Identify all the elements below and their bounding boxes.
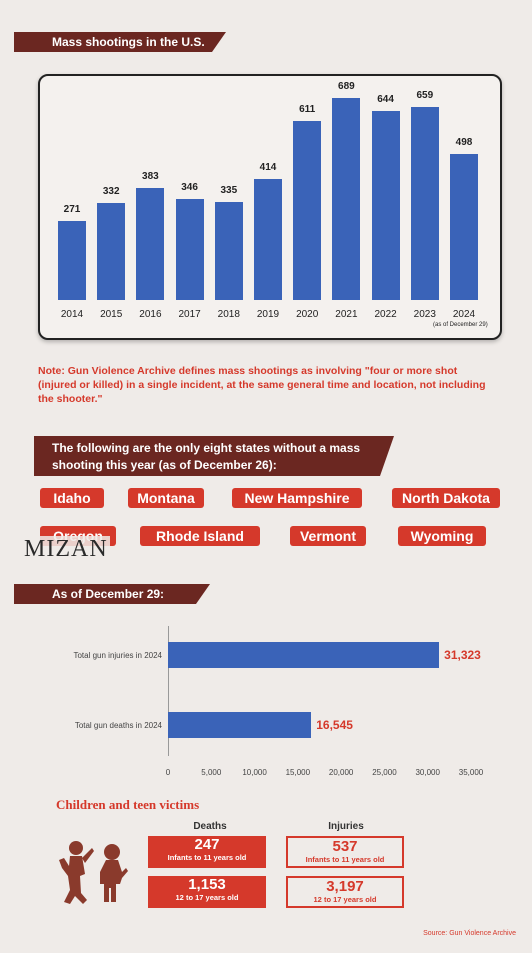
deaths-teens-value: 1,153 (188, 876, 226, 893)
bar-2019 (254, 178, 282, 300)
bar-value-2024: 498 (455, 137, 473, 149)
deaths-teens-label: 12 to 17 years old (175, 893, 239, 902)
deaths-teens-box: 1,153 12 to 17 years old (148, 876, 266, 908)
injuries-label: Total gun injuries in 2024 (73, 651, 162, 660)
injuries-infants-value: 537 (332, 838, 358, 855)
state-pill-idaho: Idaho (40, 488, 104, 508)
state-pill-new-hampshire: New Hampshire (232, 488, 362, 508)
state-pill-wyoming: Wyoming (398, 526, 486, 546)
injuries-infants-label: Infants to 11 years old (305, 855, 385, 864)
states-banner: The following are the only eight states … (34, 436, 394, 476)
injuries-teens-box: 3,197 12 to 17 years old (286, 876, 404, 908)
bar-category-2014: 2014 (60, 309, 84, 320)
bar-2024 (450, 154, 478, 300)
mass-shootings-chart: 271 2014 332 2015 383 2016 346 2017 335 2018 414 20… (38, 74, 502, 340)
bar-category-2019: 2019 (256, 309, 280, 320)
state-pill-north-dakota: North Dakota (392, 488, 500, 508)
injuries-teens-value: 3,197 (326, 878, 364, 895)
bar-category-2024: 2024 (452, 309, 476, 320)
injuries-value: 31,323 (444, 648, 481, 662)
bar-value-2015: 332 (102, 185, 120, 197)
bar-category-2017: 2017 (178, 309, 201, 320)
bar-value-2018: 335 (220, 184, 238, 196)
deaths-infants-box: 247 Infants to 11 years old (148, 836, 266, 868)
deaths-bar (168, 712, 312, 738)
bar-2023 (410, 107, 439, 300)
bar-category-2023: 2023 (413, 309, 436, 320)
injuries-teens-label: 12 to 17 years old (313, 895, 377, 904)
children-silhouette-icon (59, 841, 128, 904)
bar-value-2016: 383 (142, 170, 159, 182)
state-pill-montana: Montana (128, 488, 204, 508)
bar-category-2018: 2018 (217, 309, 240, 320)
bar-value-2021: 689 (338, 81, 355, 93)
bar-value-2014: 271 (63, 203, 81, 215)
x-tick-label: 15,000 (285, 768, 311, 777)
definition-note: Note: Gun Violence Archive defines mass … (38, 365, 486, 405)
x-tick-label: 5,000 (201, 768, 222, 777)
bar-2017 (175, 198, 204, 300)
deaths-value: 16,545 (316, 718, 353, 732)
injuries-column-header: Injuries (328, 821, 364, 832)
as-of-banner: As of December 29: (14, 584, 210, 604)
x-tick-label: 0 (165, 768, 171, 777)
deaths-infants-label: Infants to 11 years old (167, 853, 247, 862)
injuries-infants-box: 537 Infants to 11 years old (286, 836, 404, 868)
bar-2016 (136, 187, 165, 300)
x-tick-label: 30,000 (415, 768, 440, 777)
deaths-column-header: Deaths (193, 821, 227, 832)
bar-category-2016: 2016 (139, 309, 162, 320)
bar-value-2017: 346 (181, 181, 198, 193)
children-section-title: Children and teen victims (56, 797, 200, 812)
bar-2022 (371, 111, 400, 300)
bar-category-2021: 2021 (335, 309, 358, 320)
bar-category-2015: 2015 (100, 309, 123, 320)
x-tick-label: 35,000 (458, 768, 484, 777)
bar-value-2023: 659 (416, 90, 434, 102)
bar-category-2022: 2022 (374, 309, 397, 320)
mizan-watermark: MIZAN (22, 536, 110, 563)
bar-value-2019: 414 (259, 161, 277, 173)
bar-value-2020: 611 (299, 104, 316, 116)
bar-category-2020: 2020 (296, 309, 319, 320)
bar-2014 (58, 220, 86, 300)
x-tick-label: 10,000 (242, 768, 267, 777)
bar-2021 (332, 98, 361, 300)
deaths-infants-value: 247 (194, 836, 220, 853)
bar-2020 (293, 121, 322, 300)
state-pill-rhode-island: Rhode Island (140, 526, 260, 546)
h-axis-line (168, 626, 169, 756)
source-note: Source: Gun Violence Archive (423, 930, 516, 937)
bar-2015 (97, 202, 126, 300)
mass-shootings-banner: Mass shootings in the U.S. (14, 32, 226, 52)
deaths-label: Total gun deaths in 2024 (74, 721, 162, 730)
bar-2018 (214, 201, 243, 300)
x-tick-label: 25,000 (372, 768, 397, 777)
as-of-annotation: (as of December 29) (433, 322, 488, 328)
state-pill-vermont: Vermont (290, 526, 366, 546)
x-tick-label: 20,000 (328, 768, 354, 777)
bar-value-2022: 644 (377, 94, 394, 106)
injuries-bar (168, 642, 440, 668)
